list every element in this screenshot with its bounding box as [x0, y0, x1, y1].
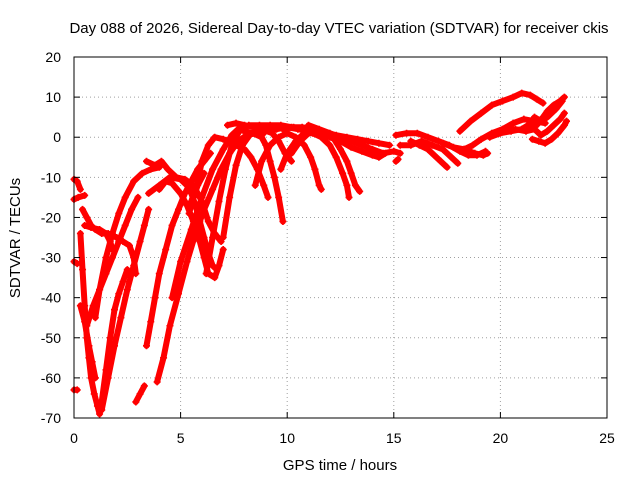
y-tick-label: 0	[53, 129, 61, 145]
x-axis-label: GPS time / hours	[283, 457, 397, 474]
y-tick-label: 10	[45, 89, 61, 105]
chart-title: Day 088 of 2026, Sidereal Day-to-day VTE…	[69, 20, 608, 37]
x-tick-label: 15	[386, 430, 402, 446]
x-tick-label: 25	[599, 430, 615, 446]
x-tick-label: 20	[493, 430, 509, 446]
y-tick-label: -20	[41, 209, 61, 225]
y-axis-label: SDTVAR / TECUs	[7, 178, 24, 298]
y-tick-label: -40	[41, 290, 61, 306]
y-tick-label: -70	[41, 410, 61, 426]
y-tick-label: -10	[41, 169, 61, 185]
y-tick-label: -30	[41, 250, 61, 266]
x-tick-label: 5	[177, 430, 185, 446]
y-tick-label: -60	[41, 370, 61, 386]
sdtvar-chart: Day 088 of 2026, Sidereal Day-to-day VTE…	[0, 0, 640, 480]
y-tick-label: -50	[41, 330, 61, 346]
x-tick-label: 10	[279, 430, 295, 446]
y-tick-label: 20	[45, 49, 61, 65]
x-tick-label: 0	[70, 430, 78, 446]
